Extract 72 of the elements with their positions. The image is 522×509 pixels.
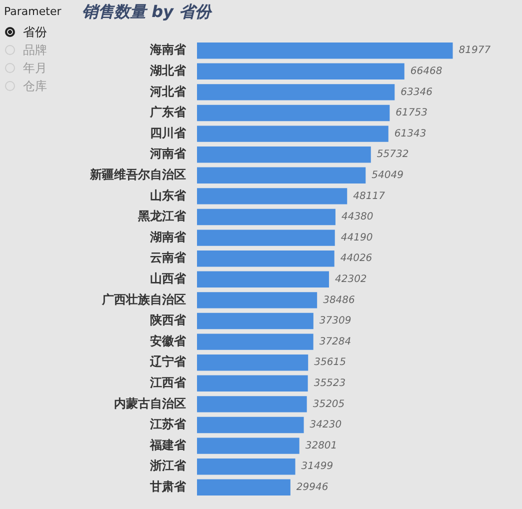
data-label: 66468 xyxy=(410,66,442,77)
data-label: 29946 xyxy=(296,482,328,493)
y-tick-label: 新疆维吾尔自治区 xyxy=(89,168,186,182)
y-tick-label: 山西省 xyxy=(150,272,187,286)
data-label: 44380 xyxy=(341,212,374,223)
category-label: 年月 xyxy=(23,60,47,76)
bar xyxy=(197,375,308,392)
bar xyxy=(197,458,296,475)
y-tick-label: 江苏省 xyxy=(149,417,187,432)
data-label: 42302 xyxy=(334,274,367,285)
bar xyxy=(197,104,390,122)
y-tick-label: 河南省 xyxy=(149,146,187,161)
category-label: 仓库 xyxy=(23,78,47,94)
bar xyxy=(197,126,388,142)
bar xyxy=(197,146,371,163)
bar xyxy=(197,312,314,330)
text: Parameter xyxy=(4,5,62,18)
data-label: 37309 xyxy=(319,316,352,327)
y-tick-label: 河北省 xyxy=(149,84,187,98)
bar xyxy=(197,396,307,412)
data-label: 61343 xyxy=(394,128,426,140)
data-label: 44026 xyxy=(340,253,372,264)
data-label: 48117 xyxy=(353,190,386,202)
chart-title: 销售数量 by 省份 xyxy=(82,2,212,23)
bar xyxy=(197,250,334,267)
bar xyxy=(197,271,329,288)
data-label: 31499 xyxy=(301,461,334,472)
bar xyxy=(197,230,335,246)
bar xyxy=(197,42,453,59)
bar xyxy=(197,63,404,80)
bar xyxy=(197,354,308,371)
bar xyxy=(197,479,290,496)
y-tick-label: 江西省 xyxy=(149,376,187,390)
data-label: 35523 xyxy=(314,378,346,389)
data-label: 44190 xyxy=(340,232,373,244)
bar xyxy=(197,416,304,434)
category-label: 品牌 xyxy=(23,42,47,58)
y-tick-label: 辽宁省 xyxy=(149,354,187,369)
bar xyxy=(197,208,336,226)
bar xyxy=(197,438,300,454)
bar xyxy=(197,334,314,350)
y-tick-label: 山东省 xyxy=(150,188,187,202)
data-label: 55732 xyxy=(376,149,409,160)
data-label: 32801 xyxy=(305,440,338,452)
y-tick-label: 云南省 xyxy=(150,250,187,265)
bar xyxy=(197,84,395,100)
data-label: 35205 xyxy=(312,398,345,410)
y-tick-label: 福建省 xyxy=(149,438,187,452)
y-tick-label: 甘肃省 xyxy=(149,480,187,494)
data-label: 37284 xyxy=(319,336,352,348)
data-label: 38486 xyxy=(323,294,355,306)
bar xyxy=(197,292,318,308)
data-label: 34230 xyxy=(310,420,342,431)
y-tick-label: 安徽省 xyxy=(150,334,187,348)
y-tick-label: 广西壮族自治区 xyxy=(101,292,186,306)
bar xyxy=(197,188,348,204)
bar xyxy=(197,167,366,184)
data-label: 35615 xyxy=(314,357,346,368)
y-tick-label: 湖北省 xyxy=(149,64,187,78)
y-tick-label: 海南省 xyxy=(149,42,187,57)
y-tick-label: 湖南省 xyxy=(149,230,187,244)
data-label: 63346 xyxy=(400,86,432,98)
data-label: 54049 xyxy=(372,170,404,181)
category-label: 省份 xyxy=(23,24,47,40)
y-tick-label: 浙江省 xyxy=(149,458,187,473)
y-tick-label: 广东省 xyxy=(149,105,187,120)
data-label: 61753 xyxy=(396,108,428,119)
y-tick-label: 内蒙古自治区 xyxy=(114,396,186,410)
data-label: 81977 xyxy=(458,45,492,56)
y-tick-label: 黑龙江省 xyxy=(137,209,187,224)
y-tick-label: 四川省 xyxy=(150,126,187,140)
y-tick-label: 陕西省 xyxy=(150,313,187,328)
